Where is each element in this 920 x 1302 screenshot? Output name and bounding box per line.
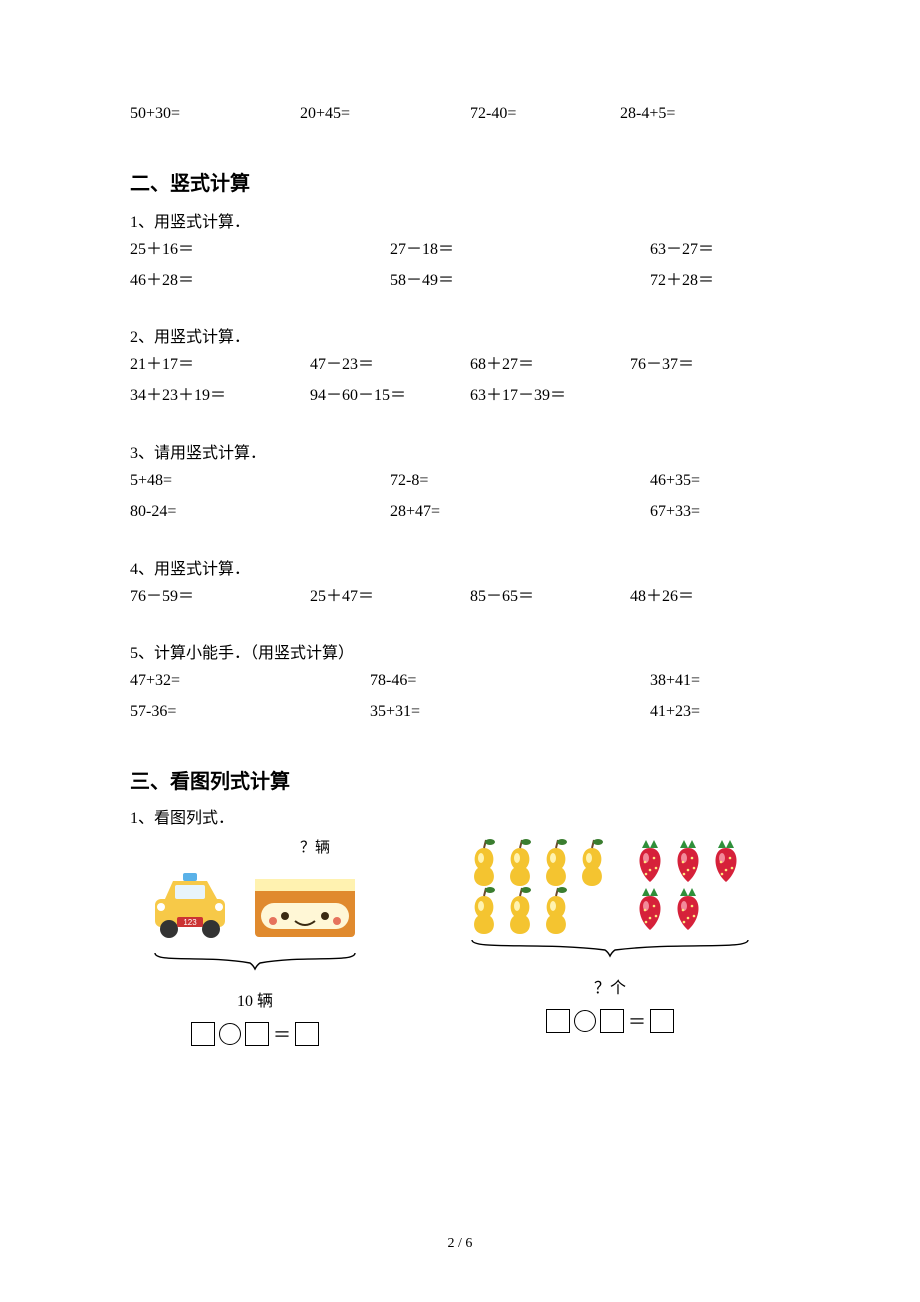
right-figure: ？个 ＝ — [460, 836, 760, 1047]
problem: 47－23＝ — [310, 351, 470, 380]
problem: 50+30= — [130, 100, 300, 129]
problem: 63＋17－39＝ — [470, 382, 566, 411]
figure-row: ？辆 123 — [130, 836, 790, 1047]
problem: 72-40= — [470, 100, 620, 129]
problem: 72＋28＝ — [650, 267, 714, 296]
left-equation-boxes: ＝ — [191, 1021, 319, 1047]
taxi-and-box-svg: 123 — [145, 859, 365, 949]
s3-q1-label: 1、看图列式． — [130, 804, 790, 828]
q2-row1: 21＋17＝ 47－23＝ 68＋27＝ 76－37＝ — [130, 351, 790, 380]
q3-label: 3、请用竖式计算． — [130, 439, 790, 463]
fruit-svg — [460, 836, 760, 936]
problem: 94－60－15＝ — [310, 382, 470, 411]
problem: 38+41= — [650, 667, 700, 696]
problem: 34＋23＋19＝ — [130, 382, 310, 411]
problem: 67+33= — [650, 498, 700, 527]
problem: 35+31= — [370, 698, 650, 727]
problem: 46＋28＝ — [130, 267, 390, 296]
q4-row1: 76－59＝ 25＋47＝ 85－65＝ 48＋26＝ — [130, 583, 790, 612]
right-brace-svg — [460, 936, 760, 958]
q1-row2: 46＋28＝ 58－49＝ 72＋28＝ — [130, 267, 790, 296]
equals-sign: ＝ — [628, 1008, 646, 1034]
problem: 47+32= — [130, 667, 370, 696]
q2-row2: 34＋23＋19＝ 94－60－15＝ 63＋17－39＝ — [130, 382, 790, 411]
worksheet-page: 50+30= 20+45= 72-40= 28-4+5= 二、竖式计算 1、用竖… — [0, 0, 920, 1302]
page-footer: 2 / 6 — [0, 1236, 920, 1252]
blank-box[interactable] — [191, 1022, 215, 1046]
left-caption: 10 辆 — [237, 987, 273, 1011]
blank-circle[interactable] — [219, 1023, 241, 1045]
problem: 76－59＝ — [130, 583, 310, 612]
left-figure: ？辆 123 — [130, 836, 380, 1047]
problem: 85－65＝ — [470, 583, 630, 612]
q5-row1: 47+32= 78-46= 38+41= — [130, 667, 790, 696]
section-2-heading: 二、竖式计算 — [130, 167, 790, 196]
problem: 72-8= — [390, 467, 650, 496]
blank-circle[interactable] — [574, 1010, 596, 1032]
blank-box[interactable] — [295, 1022, 319, 1046]
q1-label: 1、用竖式计算． — [130, 208, 790, 232]
problem: 76－37＝ — [630, 351, 694, 380]
equals-sign: ＝ — [273, 1021, 291, 1047]
section-3-heading: 三、看图列式计算 — [130, 765, 790, 794]
right-equation-boxes: ＝ — [546, 1008, 674, 1034]
problem: 80-24= — [130, 498, 390, 527]
q3-row1: 5+48= 72-8= 46+35= — [130, 467, 790, 496]
problem: 25＋16＝ — [130, 236, 390, 265]
q5-label: 5、计算小能手．（用竖式计算） — [130, 639, 790, 663]
left-brace-svg — [145, 949, 365, 971]
q3-row2: 80-24= 28+47= 67+33= — [130, 498, 790, 527]
problem: 78-46= — [370, 667, 650, 696]
blank-box[interactable] — [546, 1009, 570, 1033]
problem: 58－49＝ — [390, 267, 650, 296]
problem: 21＋17＝ — [130, 351, 310, 380]
problem: 25＋47＝ — [310, 583, 470, 612]
problem: 46+35= — [650, 467, 700, 496]
problem: 68＋27＝ — [470, 351, 630, 380]
top-problem-row: 50+30= 20+45= 72-40= 28-4+5= — [130, 100, 790, 129]
problem: 63－27＝ — [650, 236, 714, 265]
q4-label: 4、用竖式计算． — [130, 555, 790, 579]
blank-box[interactable] — [245, 1022, 269, 1046]
problem: 57-36= — [130, 698, 370, 727]
problem: 28-4+5= — [620, 100, 675, 129]
q5-row2: 57-36= 35+31= 41+23= — [130, 698, 790, 727]
problem: 27－18＝ — [390, 236, 650, 265]
left-question-label: ？辆 — [300, 836, 330, 857]
blank-box[interactable] — [600, 1009, 624, 1033]
problem: 28+47= — [390, 498, 650, 527]
q2-label: 2、用竖式计算． — [130, 323, 790, 347]
right-caption: ？个 — [594, 974, 626, 998]
blank-box[interactable] — [650, 1009, 674, 1033]
svg-text:123: 123 — [183, 918, 197, 927]
q1-row1: 25＋16＝ 27－18＝ 63－27＝ — [130, 236, 790, 265]
problem: 5+48= — [130, 467, 390, 496]
problem: 48＋26＝ — [630, 583, 694, 612]
problem: 20+45= — [300, 100, 470, 129]
problem: 41+23= — [650, 698, 700, 727]
